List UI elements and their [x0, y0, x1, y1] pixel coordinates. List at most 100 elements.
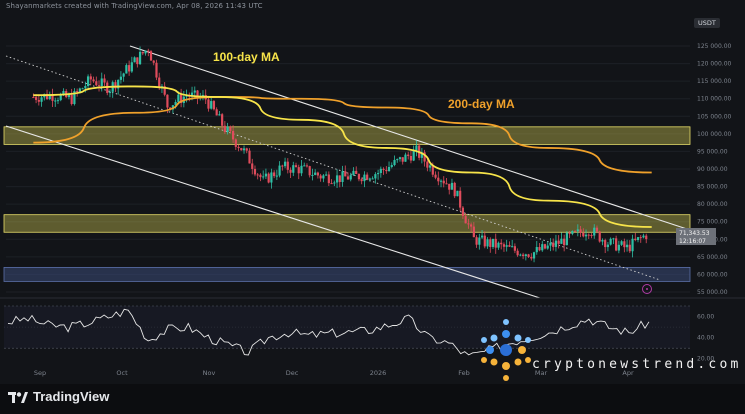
candle-body [305, 165, 309, 167]
candle-body [546, 245, 549, 249]
candle-body [524, 254, 527, 257]
y-tick-label: 100 000.00 [697, 131, 732, 138]
chart-settings-icon[interactable] [642, 284, 652, 294]
candle-body [180, 94, 183, 104]
candle-body [196, 90, 199, 98]
watermark-dot [502, 330, 510, 338]
candle-body [130, 62, 133, 72]
currency-badge[interactable]: USDT [694, 18, 720, 28]
watermark-dot [490, 334, 498, 342]
candle-body [368, 178, 371, 180]
candle-body [489, 239, 492, 247]
candle-body [218, 114, 221, 116]
watermark-dot [490, 358, 498, 366]
candle-body [448, 183, 451, 190]
candle-body [434, 174, 437, 178]
rsi-line [7, 308, 650, 356]
chart-header: Shayanmarkets created with TradingView.c… [6, 2, 263, 10]
candle-body [571, 230, 574, 234]
candle-body [251, 163, 254, 169]
candle-body [210, 101, 213, 109]
candle-body [552, 242, 555, 247]
watermark-dot [481, 357, 487, 363]
candle-body [259, 174, 262, 178]
candle-body [582, 232, 585, 237]
candle-body [590, 235, 593, 237]
candle-body [409, 155, 413, 161]
candle-body [158, 77, 161, 88]
candle-body [86, 76, 90, 87]
candle-body [190, 92, 194, 97]
candle-body [483, 235, 486, 247]
candle-body [472, 226, 475, 238]
grid-lines [6, 45, 690, 293]
candle-body [253, 168, 257, 175]
candle-body [363, 174, 366, 182]
watermark-dot [503, 319, 509, 325]
candle-body [240, 148, 243, 151]
candle-body [538, 247, 541, 251]
candle-body [152, 60, 155, 63]
candle-body [423, 152, 426, 162]
candle-body [283, 161, 287, 167]
candle-body [325, 174, 328, 176]
y-tick-label: 125 000.00 [697, 43, 732, 50]
candle-body [355, 170, 358, 174]
rsi-panel: 60.00 40.00 20.00 [0, 297, 745, 363]
candle-body [401, 157, 404, 162]
candle-body [475, 237, 478, 245]
candle-body [108, 91, 112, 93]
candle-body [595, 227, 599, 232]
x-tick-label: Nov [203, 369, 216, 377]
candle-body [505, 245, 508, 247]
candle-body [513, 246, 516, 251]
candle-body [275, 175, 278, 177]
candle-body [177, 94, 180, 102]
candle-body [500, 242, 503, 245]
zone-resistance-1 [3, 214, 691, 233]
candle-body [502, 244, 506, 247]
price-tag-price: 71,343.53 [679, 230, 710, 237]
channel-lower-line [5, 125, 541, 299]
candle-body [289, 169, 292, 173]
tradingview-logo[interactable]: TradingView [8, 389, 109, 404]
ma100-line [33, 85, 652, 228]
candle-body [267, 173, 270, 183]
watermark-dot [525, 357, 531, 363]
candle-body [76, 91, 79, 93]
candle-body [193, 90, 196, 93]
x-tick-label: Oct [116, 369, 128, 377]
y-tick-label: 75 000.00 [697, 219, 728, 226]
candle-body [122, 73, 125, 77]
candle-body [248, 150, 251, 164]
candle-body [557, 240, 560, 244]
candle-body [604, 240, 607, 248]
y-tick-label: 55 000.00 [697, 289, 728, 296]
candle-body [617, 244, 620, 251]
candle-body [584, 234, 588, 237]
candle-body [366, 174, 369, 180]
watermark-text: cryptonewstrend.com [532, 357, 742, 372]
x-tick-label: 2026 [370, 369, 387, 377]
candle-body [450, 182, 454, 190]
candle-body [185, 95, 188, 97]
candle-body [374, 174, 377, 179]
candle-body [278, 165, 281, 176]
candle-body [221, 114, 224, 126]
candle-body [464, 215, 467, 224]
candle-body [461, 207, 465, 216]
tradingview-logo-text: TradingView [33, 389, 110, 404]
candle-body [344, 171, 347, 177]
watermark-dot [502, 362, 510, 370]
footer-bar [0, 384, 745, 414]
candle-body [360, 179, 363, 182]
candle-body [138, 51, 142, 65]
candle-body [486, 239, 489, 247]
tradingview-logo-icon [8, 390, 28, 404]
candle-body [264, 173, 268, 177]
candle-body [223, 125, 226, 132]
candle-body [32, 96, 35, 98]
candle-body [117, 79, 120, 89]
